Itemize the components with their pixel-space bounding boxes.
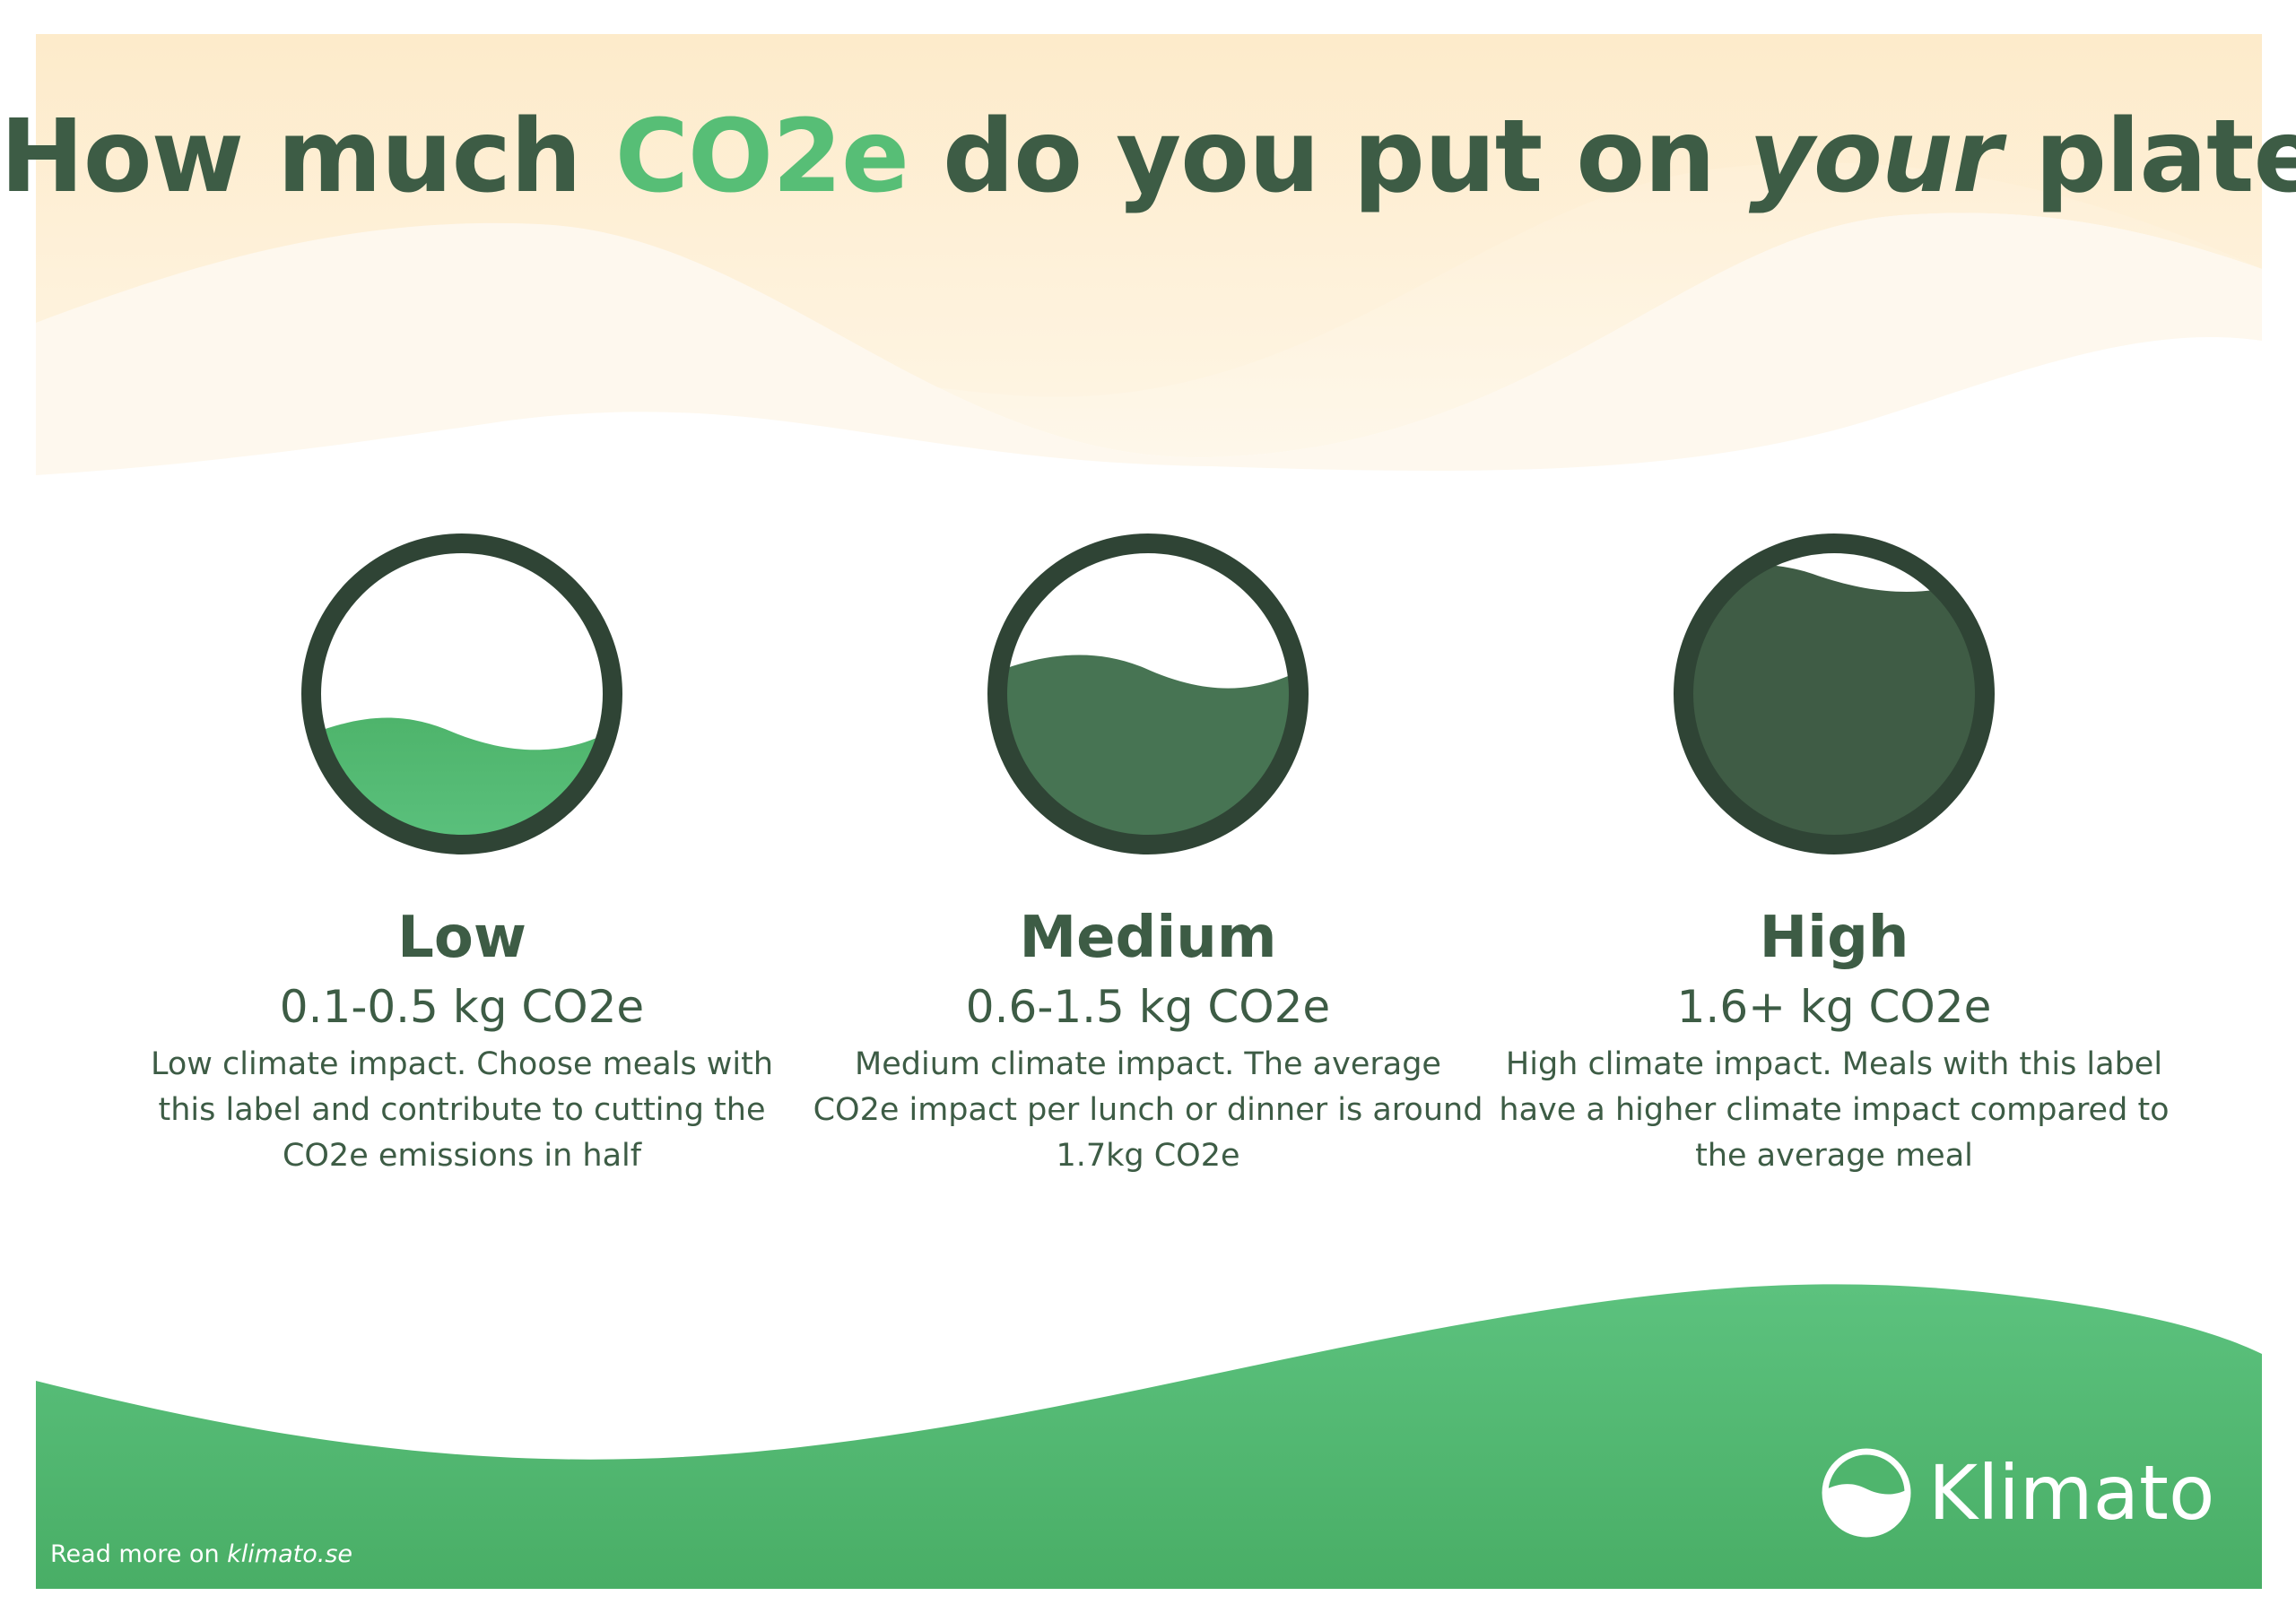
klimato-logo-icon: [1822, 1448, 1911, 1538]
footer-link[interactable]: klimato.se: [227, 1540, 353, 1568]
footer-prefix: Read more on: [50, 1540, 220, 1568]
level-description: High climate impact. Meals with this lab…: [1499, 1046, 2170, 1174]
top-wave-front: [36, 34, 2262, 458]
title-part-1: How much: [0, 99, 582, 215]
title-emphasis: your: [1748, 99, 2002, 215]
level-card-medium: Medium 0.6-1.5 kg CO2e Medium climate im…: [807, 529, 1489, 1179]
logo-text: Klimato: [1928, 1449, 2215, 1537]
level-card-high: High 1.6+ kg CO2e High climate impact. M…: [1493, 529, 2175, 1179]
fill-wave-high: [1685, 564, 1983, 843]
bottom-wave: [36, 1284, 2262, 1589]
level-description: Medium climate impact. The average CO2e …: [813, 1046, 1483, 1174]
level-title: High: [1759, 905, 1909, 971]
fill-wave-medium: [999, 655, 1297, 843]
klimato-logo[interactable]: Klimato: [1821, 1444, 2214, 1542]
level-description: Low climate impact. Choose meals with th…: [150, 1046, 774, 1174]
level-title: Low: [397, 905, 526, 971]
page-title: How much CO2e do you put on your plate?: [0, 99, 2296, 215]
gauge-low-icon: [301, 533, 622, 854]
level-range: 1.6+ kg CO2e: [1676, 981, 1992, 1033]
level-range: 0.1-0.5 kg CO2e: [279, 981, 645, 1033]
title-part-3: plate?: [2034, 99, 2296, 215]
level-title: Medium: [1019, 905, 1277, 971]
level-range: 0.6-1.5 kg CO2e: [965, 981, 1331, 1033]
gauge-medium-icon: [987, 533, 1309, 854]
level-card-low: Low 0.1-0.5 kg CO2e Low climate impact. …: [121, 529, 803, 1179]
title-accent: CO2e: [614, 99, 909, 215]
footer-note: Read more on klimato.se: [50, 1540, 352, 1568]
gauge-high-icon: [1674, 533, 1995, 854]
title-part-2: do you put on: [943, 99, 1716, 215]
